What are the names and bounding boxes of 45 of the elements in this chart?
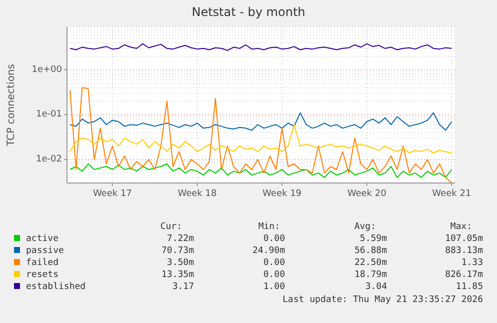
text: 0.00 — [263, 270, 285, 280]
text: 56.88m — [354, 246, 387, 256]
x-tick-label: Week 20 — [347, 189, 387, 199]
y-tick-label: 1e-02 — [36, 154, 62, 165]
text: 3.50m — [166, 258, 194, 268]
text: Cur: — [160, 222, 182, 232]
text: 0.00 — [263, 258, 285, 268]
y-tick-label: 1e+00 — [32, 64, 62, 75]
legend-label: failed — [26, 258, 59, 268]
text: Min: — [258, 222, 280, 232]
text: 11.85 — [456, 282, 483, 292]
y-tick-label: 1e-01 — [36, 110, 62, 120]
x-tick-label: Week 19 — [262, 189, 302, 199]
text: 883.13m — [445, 246, 483, 256]
text: 1.33 — [461, 258, 483, 268]
text: Max: — [450, 222, 472, 232]
x-tick-label: Week 18 — [178, 189, 217, 199]
line-series — [70, 163, 452, 178]
text: 18.79m — [354, 270, 387, 280]
legend-label: established — [26, 282, 86, 292]
x-tick-label: Week 21 — [432, 189, 472, 199]
y-axis-title: TCP connections — [6, 64, 17, 148]
x-tick-label: Week 17 — [92, 189, 132, 199]
text: 5.59m — [360, 234, 387, 244]
text: 13.35m — [161, 270, 194, 280]
text: Last update: Thu May 21 23:35:27 2026 — [282, 295, 483, 305]
text: 7.22m — [166, 234, 194, 244]
line-series — [70, 124, 452, 154]
text: 24.90m — [252, 246, 285, 256]
line-series — [70, 43, 452, 51]
text: 107.05m — [445, 234, 483, 244]
text: 1.00 — [263, 282, 285, 292]
text: 3.04 — [365, 282, 387, 292]
text: 22.50m — [354, 258, 387, 268]
line-series — [70, 87, 452, 184]
line-series — [70, 112, 452, 131]
chart-title: Netstat - by month — [192, 5, 306, 19]
text: Avg: — [354, 222, 376, 232]
text: 826.17m — [445, 270, 483, 280]
text: 70.73m — [161, 246, 194, 256]
text: 3.17 — [172, 282, 194, 292]
legend-label: resets — [26, 270, 59, 280]
text: 0.00 — [263, 234, 285, 244]
legend-label: active — [26, 234, 59, 244]
legend-label: passive — [26, 246, 64, 256]
